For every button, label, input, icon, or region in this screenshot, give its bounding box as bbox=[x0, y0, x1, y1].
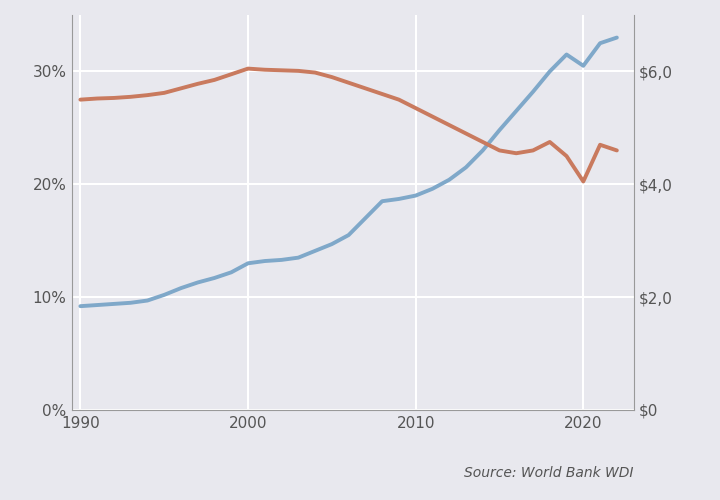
Text: Source: World Bank WDI: Source: World Bank WDI bbox=[464, 466, 634, 480]
